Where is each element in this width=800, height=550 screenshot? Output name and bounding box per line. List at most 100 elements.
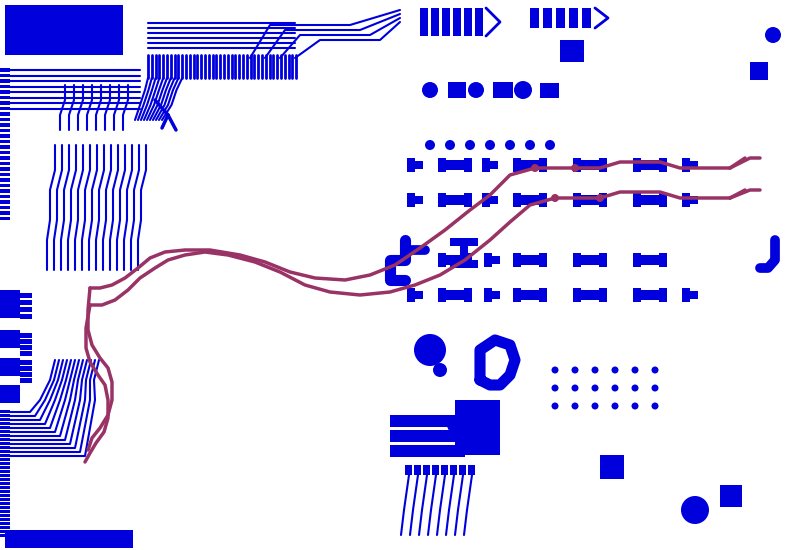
Bar <box>0 446 10 449</box>
Bar <box>20 360 32 365</box>
Bar <box>0 534 10 537</box>
Bar <box>0 330 20 348</box>
Bar <box>414 465 421 475</box>
Bar <box>539 253 547 267</box>
Bar <box>0 410 10 413</box>
Bar <box>455 400 500 455</box>
Bar <box>682 161 698 169</box>
Bar <box>450 238 478 246</box>
Bar <box>438 253 446 267</box>
Bar <box>556 8 565 28</box>
Bar <box>493 82 513 98</box>
Bar <box>0 470 10 473</box>
Bar <box>0 526 10 529</box>
Bar <box>444 290 466 300</box>
Bar <box>682 196 698 204</box>
Bar <box>444 195 466 205</box>
Bar <box>599 288 607 302</box>
Bar <box>579 160 601 170</box>
Bar <box>540 83 559 98</box>
Circle shape <box>571 366 578 373</box>
Bar <box>0 418 10 421</box>
Bar <box>484 291 500 299</box>
Circle shape <box>425 140 435 150</box>
Bar <box>0 494 10 497</box>
Bar <box>438 193 446 207</box>
Bar <box>20 293 32 298</box>
Bar <box>0 101 10 104</box>
Circle shape <box>485 140 495 150</box>
Circle shape <box>551 384 558 392</box>
Bar <box>539 193 547 207</box>
Bar <box>519 290 541 300</box>
Bar <box>20 378 32 383</box>
Bar <box>639 195 661 205</box>
Bar <box>464 253 472 267</box>
Circle shape <box>651 384 658 392</box>
Bar <box>0 438 10 441</box>
Bar <box>441 465 448 475</box>
Bar <box>513 253 521 267</box>
Circle shape <box>531 164 539 172</box>
Bar <box>431 8 439 36</box>
Bar <box>0 442 10 445</box>
Circle shape <box>414 334 446 366</box>
Bar <box>460 238 468 268</box>
Bar <box>539 288 547 302</box>
Bar <box>482 193 490 207</box>
Bar <box>600 455 624 479</box>
Bar <box>464 288 472 302</box>
Circle shape <box>551 366 558 373</box>
Bar <box>453 8 461 36</box>
Bar <box>459 465 466 475</box>
Bar <box>444 160 466 170</box>
Bar <box>0 518 10 521</box>
Bar <box>579 195 601 205</box>
Bar <box>390 430 465 442</box>
Bar <box>0 478 10 481</box>
Bar <box>464 8 472 36</box>
Bar <box>5 5 123 55</box>
Bar <box>0 502 10 505</box>
Bar <box>20 300 32 305</box>
Bar <box>405 465 412 475</box>
Circle shape <box>545 140 555 150</box>
Bar <box>682 288 690 302</box>
Bar <box>0 140 10 143</box>
Bar <box>0 466 10 469</box>
Bar <box>513 158 521 172</box>
Bar <box>468 465 475 475</box>
Bar <box>450 260 478 268</box>
Bar <box>0 217 10 220</box>
Bar <box>442 8 450 36</box>
Bar <box>423 465 430 475</box>
Bar <box>20 372 32 377</box>
Bar <box>579 290 601 300</box>
Bar <box>560 40 584 62</box>
Bar <box>0 385 20 403</box>
Bar <box>519 255 541 265</box>
Circle shape <box>681 496 709 524</box>
Bar <box>639 160 661 170</box>
Circle shape <box>631 384 638 392</box>
Bar <box>420 8 428 36</box>
Circle shape <box>422 82 438 98</box>
Circle shape <box>591 403 598 410</box>
Bar <box>0 490 10 493</box>
Bar <box>543 8 552 28</box>
Bar <box>573 193 581 207</box>
Bar <box>633 288 641 302</box>
Bar <box>569 8 578 28</box>
Bar <box>475 8 483 36</box>
Bar <box>0 430 10 433</box>
Bar <box>682 291 698 299</box>
Bar <box>0 173 10 176</box>
Bar <box>0 530 10 533</box>
Circle shape <box>611 366 618 373</box>
Bar <box>20 345 32 350</box>
Bar <box>438 288 446 302</box>
Circle shape <box>611 384 618 392</box>
Bar <box>599 158 607 172</box>
Circle shape <box>631 366 638 373</box>
Bar <box>0 145 10 149</box>
